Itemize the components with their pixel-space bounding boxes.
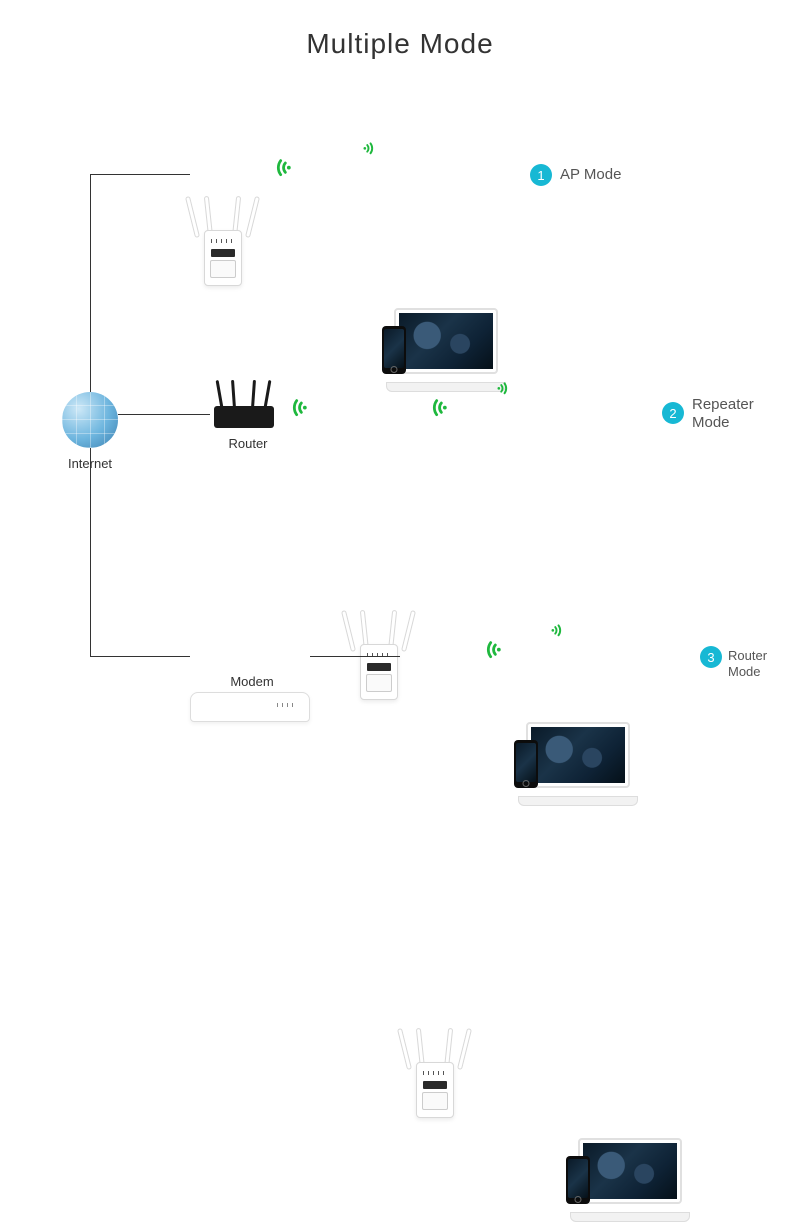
wifi-icon xyxy=(542,622,562,642)
mode-label-2: Repeater Mode xyxy=(692,396,754,432)
wifi-icon xyxy=(432,396,460,424)
line-row3 xyxy=(90,656,190,657)
device-row3 xyxy=(564,1138,692,1222)
wifi-icon xyxy=(354,140,374,160)
wifi-icon xyxy=(292,396,320,424)
mode-badge-1: 1 xyxy=(530,164,552,186)
extender-row3 xyxy=(398,1028,472,1118)
mode-label-1: AP Mode xyxy=(560,166,621,184)
mode-badge-2: 2 xyxy=(662,402,684,424)
wifi-icon xyxy=(486,638,514,666)
line-row1 xyxy=(90,174,190,175)
internet-label: Internet xyxy=(60,456,120,471)
globe-icon xyxy=(62,392,118,448)
page-title: Multiple Mode xyxy=(306,28,493,60)
mode-label-3: Router Mode xyxy=(728,648,798,679)
router-label: Router xyxy=(218,436,278,451)
device-row2 xyxy=(512,722,640,806)
line-row3b xyxy=(310,656,400,657)
extender-row2 xyxy=(342,610,416,700)
wifi-icon xyxy=(488,380,508,400)
wifi-icon xyxy=(276,156,304,184)
line-row2a xyxy=(118,414,210,415)
router-node xyxy=(208,382,280,428)
modem-label: Modem xyxy=(222,674,282,689)
extender-row1 xyxy=(186,196,260,286)
internet-node xyxy=(62,392,118,448)
mode-badge-3: 3 xyxy=(700,646,722,668)
